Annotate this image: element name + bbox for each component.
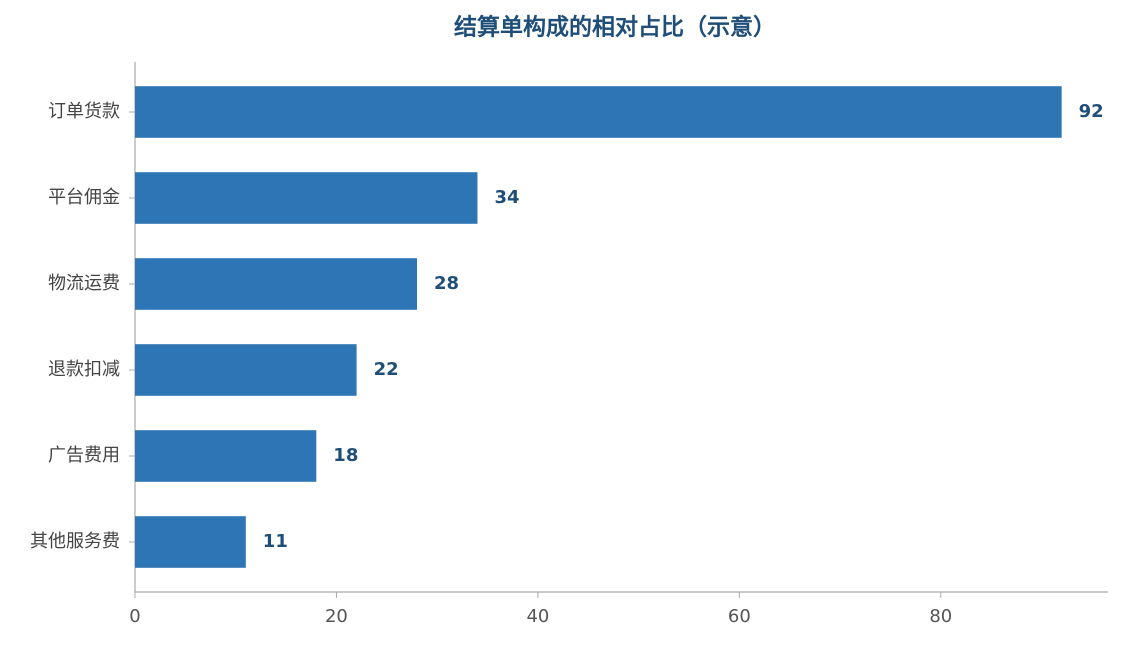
y-tick-label: 平台佣金 bbox=[48, 187, 120, 208]
y-tick-label: 其他服务费 bbox=[30, 531, 120, 552]
bar bbox=[135, 258, 418, 310]
value-label: 92 bbox=[1079, 101, 1104, 122]
x-tick-label: 80 bbox=[929, 606, 952, 627]
bar bbox=[135, 516, 246, 568]
value-label: 22 bbox=[374, 359, 399, 380]
y-tick-label: 物流运费 bbox=[48, 273, 120, 294]
x-tick-label: 60 bbox=[728, 606, 751, 627]
value-label: 28 bbox=[434, 273, 459, 294]
x-tick-label: 20 bbox=[325, 606, 348, 627]
x-tick-label: 40 bbox=[526, 606, 549, 627]
bar bbox=[135, 172, 478, 224]
x-tick-label: 0 bbox=[129, 606, 140, 627]
bar bbox=[135, 430, 317, 482]
value-label: 34 bbox=[494, 187, 519, 208]
value-label: 11 bbox=[263, 531, 288, 552]
y-tick-label: 订单货款 bbox=[48, 101, 120, 122]
y-tick-label: 广告费用 bbox=[48, 445, 120, 466]
bar bbox=[135, 344, 357, 396]
chart-title: 结算单构成的相对占比（示意） bbox=[454, 14, 776, 41]
y-tick-label: 退款扣减 bbox=[48, 359, 120, 380]
value-label: 18 bbox=[333, 445, 358, 466]
bar bbox=[135, 86, 1062, 138]
